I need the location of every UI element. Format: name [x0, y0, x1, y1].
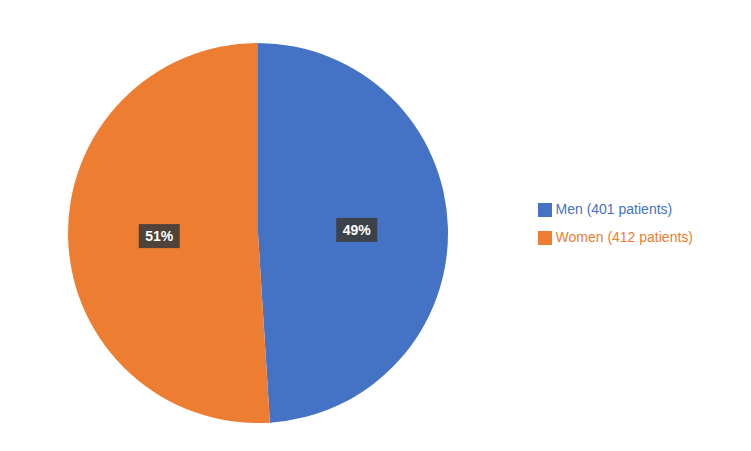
html-text:Men (401 patients): Men (401 patients) [555, 201, 673, 217]
html-text:Women (412 patients): Women (412 patients) [555, 229, 693, 245]
svg-text:51%: 51% [145, 228, 174, 244]
svg-text:49%: 49% [343, 222, 372, 238]
